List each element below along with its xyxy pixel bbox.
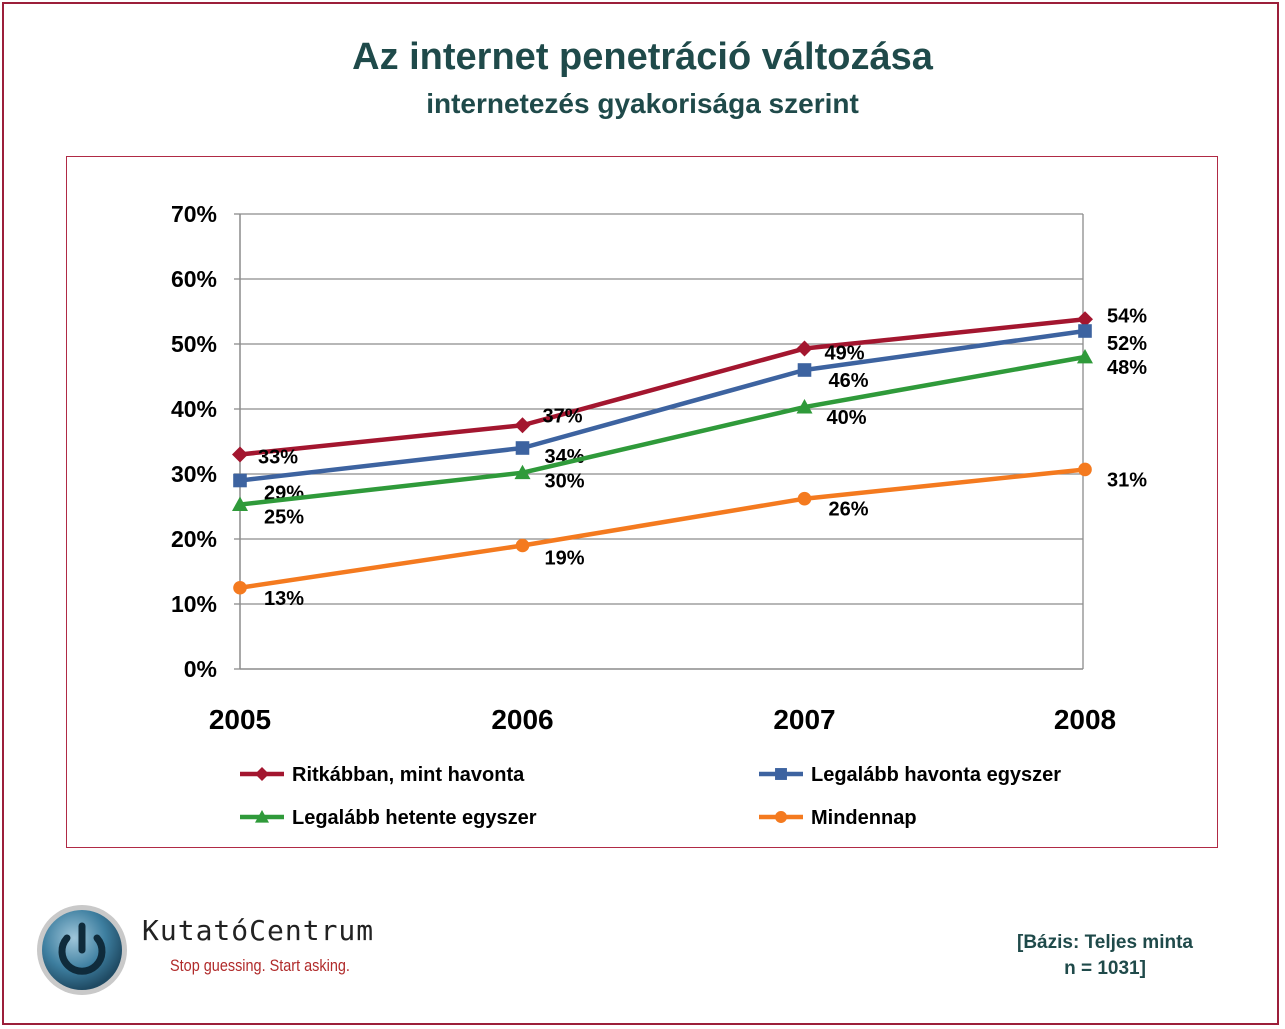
data-label: 54% [1107,305,1147,327]
legend-label: Ritkábban, mint havonta [292,764,525,786]
sample-size-label: n = 1031] [1064,958,1146,979]
brand-tagline: Stop guessing. Start asking. [170,956,350,975]
x-tick-label: 2005 [209,704,271,735]
legend-marker [255,767,269,781]
data-label: 48% [1107,357,1147,379]
series-line [239,467,1086,590]
y-tick-label: 50% [171,331,217,357]
legend-marker [255,810,269,823]
data-point [515,441,530,455]
legend-label: Legalább havonta egyszer [811,764,1061,786]
chart-title: Az internet penetráció változása [352,36,933,78]
data-point [232,496,248,511]
data-label: 37% [543,405,583,427]
data-label: 25% [264,507,304,529]
data-point [233,473,247,488]
data-point [1078,462,1092,477]
data-label: 26% [829,499,869,521]
data-label: 13% [264,588,304,610]
legend-label: Mindennap [811,807,917,829]
legend-marker [775,811,787,823]
data-label: 31% [1107,469,1147,491]
y-tick-label: 40% [171,396,217,422]
line-chart: 0% 10% 20% 30% 40% 50% 60% 70% 2005 2006 2007 2008 3… [171,201,1147,829]
data-point [233,580,247,595]
series-line [239,328,1086,483]
brand-name: KutatóCentrum [142,914,375,947]
sample-base-label: [Bázis: Teljes minta [1017,932,1193,953]
data-point [1077,349,1093,364]
data-label: 33% [258,447,298,469]
y-tick-label: 60% [171,266,217,292]
chart-subtitle: internetezés gyakorisága szerint [426,88,859,119]
y-tick-label: 30% [171,461,217,487]
y-tick-label: 10% [171,591,217,617]
data-point [514,417,531,434]
data-point [1077,311,1093,328]
data-label: 30% [545,471,585,493]
data-label: 40% [827,407,867,429]
kutatocentrum-logo-icon [37,905,127,995]
data-label: 46% [829,370,869,392]
data-point [514,464,531,480]
x-tick-label: 2007 [773,704,835,735]
data-point [797,491,812,506]
data-point [1078,324,1092,338]
legend-marker [775,768,787,780]
data-label: 52% [1107,333,1147,355]
x-tick-label: 2006 [491,704,553,735]
series-line [239,317,1086,457]
y-tick-label: 70% [171,201,217,227]
legend-label: Legalább hetente egyszer [292,807,537,829]
data-point [515,538,530,553]
y-tick-label: 20% [171,526,217,552]
data-point [796,399,813,414]
series-line [239,354,1086,507]
data-label: 49% [825,343,865,365]
y-tick-label: 0% [184,656,217,682]
data-label: 19% [545,548,585,570]
data-point [796,340,813,357]
x-tick-label: 2008 [1054,704,1116,735]
data-point [232,446,248,463]
chart-area: 0% 10% 20% 30% 40% 50% 60% 70% 2005 2006 2007 2008 3… [66,156,1218,848]
data-point [797,363,812,377]
